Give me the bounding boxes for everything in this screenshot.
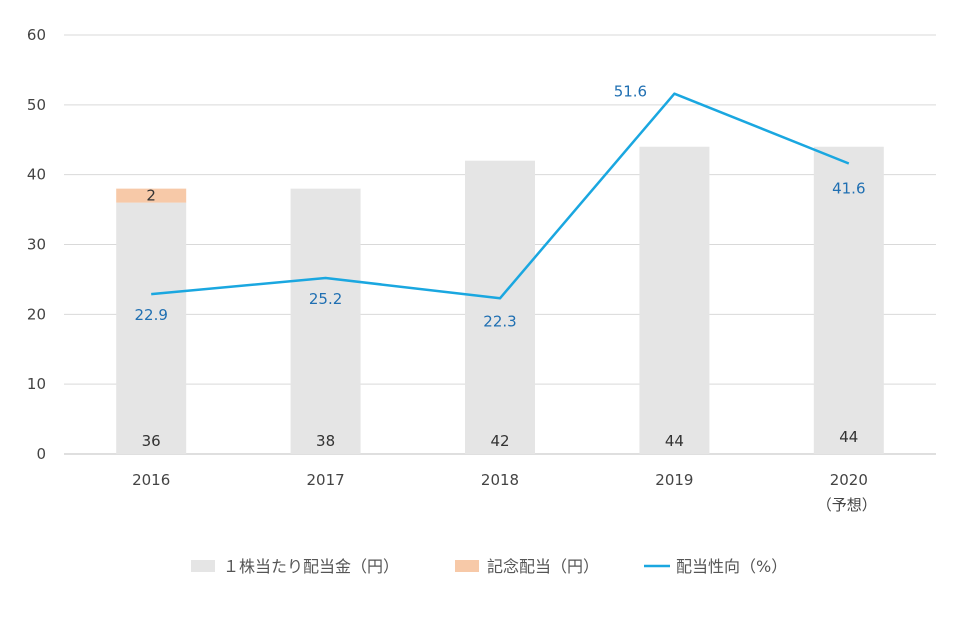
ratio-value-label: 41.6 xyxy=(832,179,865,197)
x-tick-label: 2020 xyxy=(830,471,868,489)
x-tick-label: 2019 xyxy=(655,471,693,489)
bar-value-label: 44 xyxy=(839,428,858,446)
y-tick-label: 60 xyxy=(27,26,46,44)
y-tick-label: 20 xyxy=(27,305,46,323)
x-axis: 2016 2017 2018 2019 2020 （予想） xyxy=(132,471,877,514)
legend-label-ratio: 配当性向（%） xyxy=(676,557,787,576)
ratio-value-label: 25.2 xyxy=(309,290,342,308)
x-tick-sublabel: （予想） xyxy=(817,496,877,514)
commemorative-value-label: 2 xyxy=(146,187,156,205)
y-tick-label: 50 xyxy=(27,96,46,114)
x-tick-label: 2016 xyxy=(132,471,170,489)
legend-label-commemorative: 記念配当（円） xyxy=(487,557,599,576)
ratio-value-label: 22.9 xyxy=(134,306,167,324)
bars xyxy=(116,146,884,454)
bar-value-label: 42 xyxy=(490,432,509,450)
y-axis: 0 10 20 30 40 50 60 xyxy=(27,26,46,463)
ratio-value-label: 51.6 xyxy=(614,83,647,101)
bar-value-label: 36 xyxy=(142,432,161,450)
legend-label-dividend: １株当たり配当金（円） xyxy=(223,557,399,576)
bar-commemorative xyxy=(116,188,187,203)
ratio-value-label: 22.3 xyxy=(483,312,516,330)
legend-swatch-commemorative xyxy=(455,560,479,572)
bar-dividend xyxy=(465,160,535,454)
bar-dividend xyxy=(813,146,884,454)
y-tick-label: 10 xyxy=(27,375,46,393)
y-tick-label: 40 xyxy=(27,166,46,184)
data-labels: 36 38 42 44 44 2 22.9 25.2 22.3 51.6 41.6 xyxy=(134,83,865,450)
legend-swatch-dividend xyxy=(191,560,215,572)
x-tick-label: 2017 xyxy=(307,471,345,489)
bar-dividend xyxy=(290,188,361,454)
x-tick-label: 2018 xyxy=(481,471,519,489)
bar-value-label: 44 xyxy=(665,432,684,450)
payout-ratio-line xyxy=(151,92,850,300)
y-tick-label: 0 xyxy=(36,445,46,463)
bar-dividend xyxy=(639,146,710,454)
bar-dividend xyxy=(116,202,187,454)
bar-value-label: 38 xyxy=(316,432,335,450)
payout-ratio-line-group xyxy=(151,92,850,300)
y-tick-label: 30 xyxy=(27,236,46,254)
legend: １株当たり配当金（円） 記念配当（円） 配当性向（%） xyxy=(191,557,787,576)
